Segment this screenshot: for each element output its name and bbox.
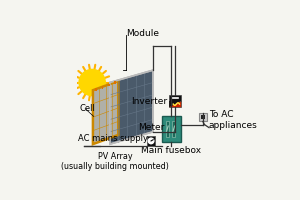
Bar — [95, 88, 97, 91]
Circle shape — [79, 69, 105, 96]
Text: AC mains supply: AC mains supply — [77, 134, 148, 143]
Bar — [166, 121, 169, 137]
Text: Cell: Cell — [80, 104, 96, 113]
Polygon shape — [93, 81, 118, 144]
Text: PV Array
(usually building mounted): PV Array (usually building mounted) — [61, 152, 169, 171]
Bar — [172, 121, 175, 137]
Text: Main fusebox: Main fusebox — [141, 146, 202, 155]
Text: Inverter: Inverter — [131, 97, 168, 106]
Text: Module: Module — [126, 29, 159, 38]
Bar — [101, 86, 103, 89]
Bar — [147, 136, 155, 146]
Polygon shape — [110, 70, 153, 144]
Bar — [162, 116, 181, 142]
Circle shape — [148, 138, 154, 144]
Bar — [169, 101, 181, 107]
Bar — [201, 115, 205, 119]
Bar — [114, 81, 116, 84]
Text: To AC
appliances: To AC appliances — [209, 110, 258, 130]
Bar — [108, 84, 110, 86]
Text: Meter: Meter — [138, 123, 164, 132]
Bar — [169, 95, 181, 101]
Bar — [199, 113, 207, 121]
Polygon shape — [169, 101, 181, 107]
